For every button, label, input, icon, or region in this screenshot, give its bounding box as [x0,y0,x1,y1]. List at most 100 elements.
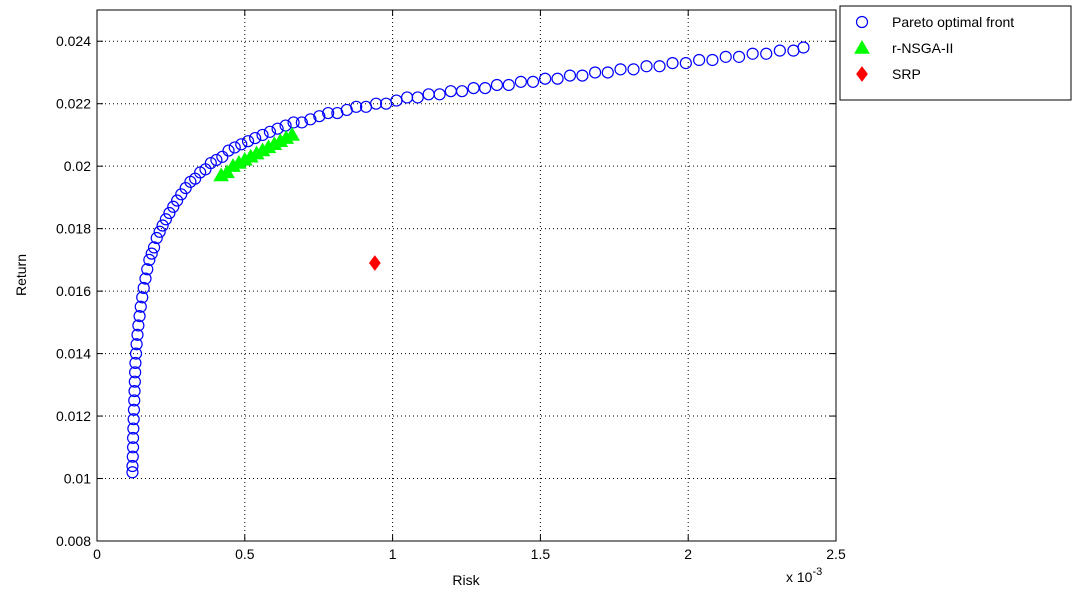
data-point [171,194,184,207]
data-point [732,50,746,63]
y-axis-label: Return [13,254,29,296]
data-point [153,225,166,238]
data-point [614,63,627,76]
data-point [263,125,277,138]
legend-items: Pareto optimal front r-NSGA-II SRP [854,14,1014,82]
series-2 [368,255,381,271]
legend-label: SRP [892,66,921,82]
legend-box [839,5,1072,101]
data-point [143,253,156,266]
x-multiplier-exponent: -3 [812,566,822,578]
data-point [133,310,146,323]
plot-area [97,10,836,541]
y-tick-label: 0.014 [56,346,91,362]
data-point [369,97,383,110]
y-tick-label: 0.01 [64,471,91,487]
data-point [222,144,235,157]
data-point [479,81,492,95]
data-point [433,88,446,101]
data-point [129,356,142,370]
data-point [693,53,706,67]
data-point [304,113,317,126]
data-point [490,78,504,92]
data-point [679,56,692,70]
data-point [175,188,188,201]
data-point [653,60,666,73]
legend-marker [854,39,870,54]
data-point [228,141,241,154]
data-point [455,85,469,98]
data-point [130,338,143,351]
data-point [284,126,300,141]
data-point [128,375,141,388]
data-point [127,413,140,426]
x-multiplier-label: x 10-3 [786,566,822,585]
y-tick-label: 0.02 [64,158,91,174]
data-points [126,41,810,479]
data-point [129,366,142,379]
data-point [551,72,564,85]
data-point [271,122,284,135]
data-point [563,69,577,82]
data-point [179,181,192,195]
y-tick-label: 0.022 [56,96,91,112]
data-point [241,135,255,148]
data-point [147,241,161,254]
data-point [126,450,139,463]
data-point [773,44,786,57]
data-point [601,66,614,79]
data-point [136,291,149,304]
data-point [526,75,540,88]
data-point [150,231,163,245]
data-point [129,347,143,360]
data-point [588,66,602,79]
data-point [287,116,300,129]
series-0 [126,41,810,479]
y-tick-label: 0.008 [56,533,91,549]
data-point [746,47,759,60]
y-tick-label: 0.024 [56,33,91,49]
x-tick-label: 1 [389,546,397,562]
data-point [156,219,169,232]
data-point [132,319,145,332]
y-tick-label: 0.016 [56,283,91,299]
x-axis-label: Risk [452,572,480,588]
data-point [411,91,424,104]
data-point [627,63,640,76]
series-1 [213,126,300,182]
data-point [126,431,140,445]
data-point [322,106,335,120]
data-point [128,384,141,398]
data-point [126,441,140,454]
legend-marker [855,15,869,29]
data-point [576,69,589,82]
data-point [295,116,308,129]
data-point [127,422,140,435]
x-tick-label: 0 [93,546,101,562]
y-tick-label: 0.018 [56,221,91,237]
data-point [216,150,229,163]
x-tick-label: 1.5 [531,546,551,562]
data-point [145,247,158,260]
data-point [640,60,653,73]
grid-lines [97,10,836,541]
data-point [131,328,144,341]
data-point [159,213,172,226]
data-point [719,50,732,63]
data-point [539,72,552,85]
legend-marker [856,66,868,82]
x-tick-label: 2 [684,546,692,562]
data-point [350,100,363,113]
data-point [127,403,141,416]
data-point [279,119,292,132]
legend-label: r-NSGA-II [892,40,953,56]
data-point [313,110,326,123]
x-tick-label: 0.5 [235,546,255,562]
legend: Pareto optimal front r-NSGA-II SRP [839,5,1072,101]
data-point [210,153,223,167]
data-point [514,75,527,88]
data-point [167,200,180,213]
x-multiplier-base: x 10 [786,569,813,585]
data-point [797,41,810,54]
